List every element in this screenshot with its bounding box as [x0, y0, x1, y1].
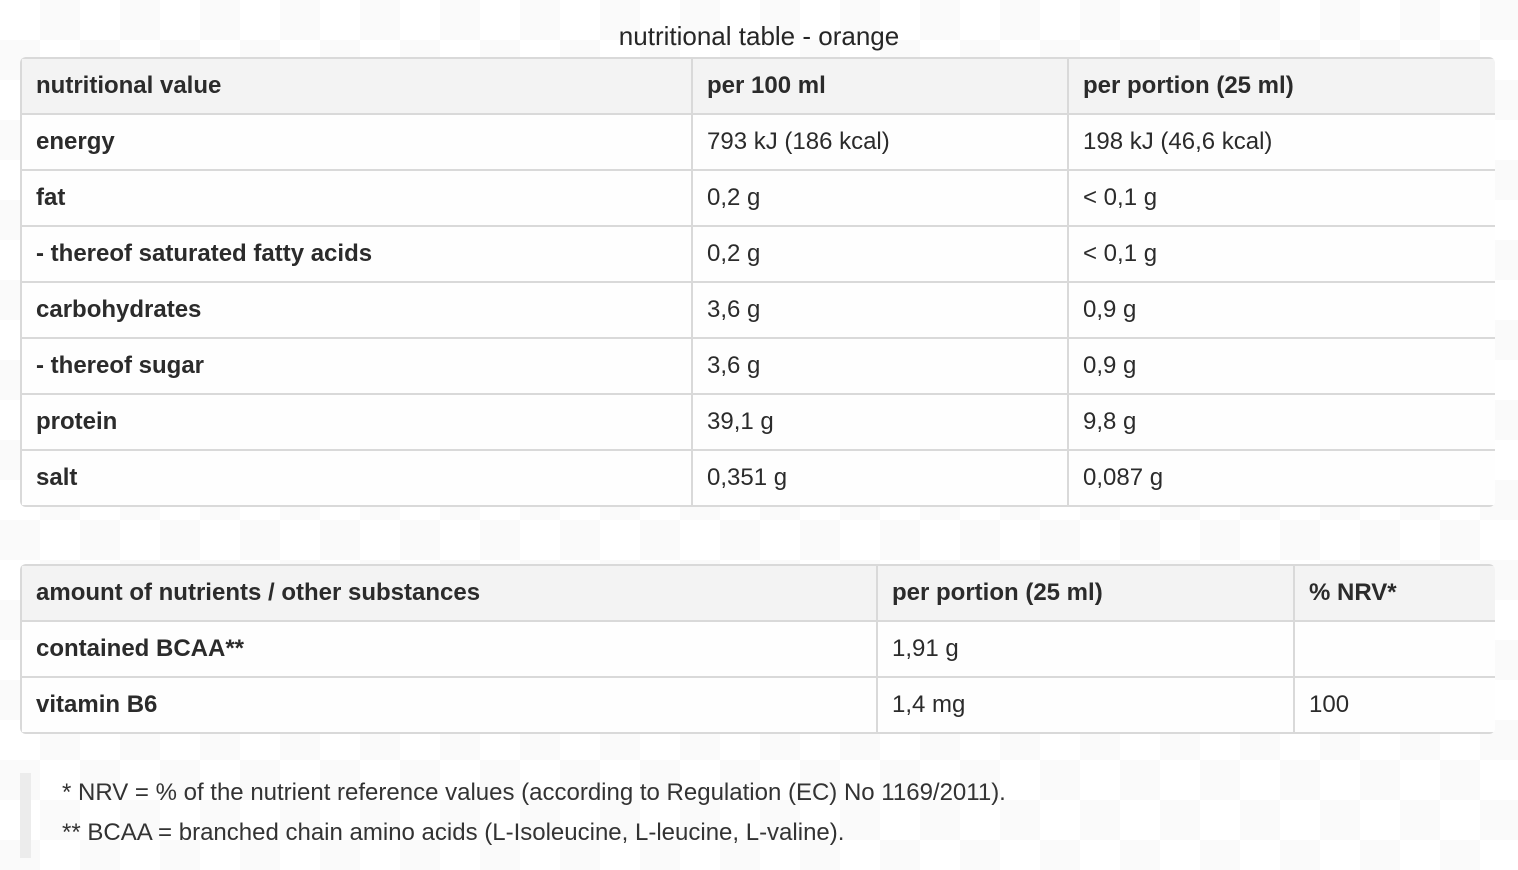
cell-per-portion: 9,8 g [1067, 393, 1495, 451]
column-header-nutritional-value: nutritional value [20, 57, 693, 115]
table-row-carbohydrates: carbohydrates 3,6 g 0,9 g [20, 281, 1495, 339]
footnote-line-nrv: * NRV = % of the nutrient reference valu… [62, 779, 1006, 806]
table-row-salt: salt 0,351 g 0,087 g [20, 449, 1495, 507]
column-header-per-100ml: per 100 ml [691, 57, 1069, 115]
row-label: protein [20, 393, 693, 451]
page-title: nutritional table - orange [618, 21, 900, 51]
table-row-saturated-fatty-acids: - thereof saturated fatty acids 0,2 g < … [20, 225, 1495, 283]
cell-per-100ml: 3,6 g [691, 337, 1069, 395]
table-row-vitamin-b6: vitamin B6 1,4 mg 100 [20, 676, 1495, 734]
cell-per-100ml: 0,2 g [691, 169, 1069, 227]
column-header-per-portion: per portion (25 ml) [876, 564, 1295, 622]
column-header-per-portion: per portion (25 ml) [1067, 57, 1495, 115]
row-label: fat [20, 169, 693, 227]
cell-per-portion: < 0,1 g [1067, 169, 1495, 227]
cell-per-portion: 0,9 g [1067, 281, 1495, 339]
column-header-amount-of-nutrients: amount of nutrients / other substances [20, 564, 878, 622]
row-label: energy [20, 113, 693, 171]
footnote-quote-bar [20, 773, 31, 858]
cell-per-portion: 198 kJ (46,6 kcal) [1067, 113, 1495, 171]
footnote-line-bcaa: ** BCAA = branched chain amino acids (L-… [62, 819, 845, 846]
cell-nrv [1293, 620, 1495, 678]
cell-per-100ml: 0,351 g [691, 449, 1069, 507]
column-header-nrv: % NRV* [1293, 564, 1495, 622]
cell-per-portion: 0,087 g [1067, 449, 1495, 507]
row-label: carbohydrates [20, 281, 693, 339]
row-label: salt [20, 449, 693, 507]
nutrients-substances-table: amount of nutrients / other substances p… [20, 564, 1495, 734]
row-label: - thereof sugar [20, 337, 693, 395]
cell-per-portion: 1,91 g [876, 620, 1295, 678]
nutritional-values-table: nutritional value per 100 ml per portion… [20, 57, 1495, 507]
table-row-protein: protein 39,1 g 9,8 g [20, 393, 1495, 451]
footnote-text: * NRV = % of the nutrient reference valu… [62, 773, 1006, 853]
cell-per-portion: 0,9 g [1067, 337, 1495, 395]
cell-per-100ml: 793 kJ (186 kcal) [691, 113, 1069, 171]
row-label: vitamin B6 [20, 676, 878, 734]
cell-per-portion: 1,4 mg [876, 676, 1295, 734]
cell-per-100ml: 0,2 g [691, 225, 1069, 283]
table-row-fat: fat 0,2 g < 0,1 g [20, 169, 1495, 227]
cell-nrv: 100 [1293, 676, 1495, 734]
table-row-bcaa: contained BCAA** 1,91 g [20, 620, 1495, 678]
cell-per-100ml: 39,1 g [691, 393, 1069, 451]
table-row-energy: energy 793 kJ (186 kcal) 198 kJ (46,6 kc… [20, 113, 1495, 171]
table-row-sugar: - thereof sugar 3,6 g 0,9 g [20, 337, 1495, 395]
row-label: contained BCAA** [20, 620, 878, 678]
table-header-row: nutritional value per 100 ml per portion… [20, 57, 1495, 115]
table-header-row: amount of nutrients / other substances p… [20, 564, 1495, 622]
row-label: - thereof saturated fatty acids [20, 225, 693, 283]
cell-per-100ml: 3,6 g [691, 281, 1069, 339]
footnote-block: * NRV = % of the nutrient reference valu… [20, 773, 1006, 858]
cell-per-portion: < 0,1 g [1067, 225, 1495, 283]
